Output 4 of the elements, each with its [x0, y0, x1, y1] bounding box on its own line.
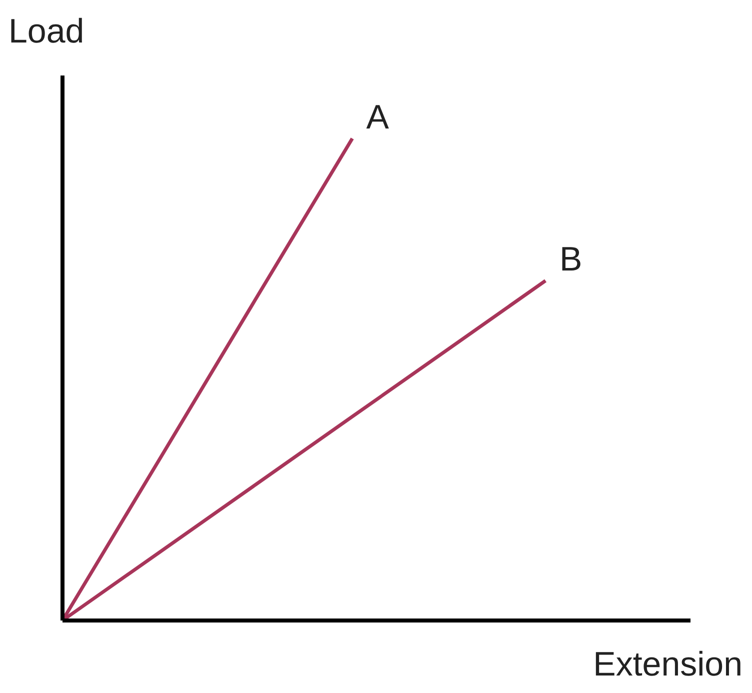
y-axis-title: Load [8, 12, 84, 50]
x-axis-title: Extension [593, 646, 743, 684]
series-label: B [560, 240, 582, 279]
series-label: A [366, 98, 390, 136]
